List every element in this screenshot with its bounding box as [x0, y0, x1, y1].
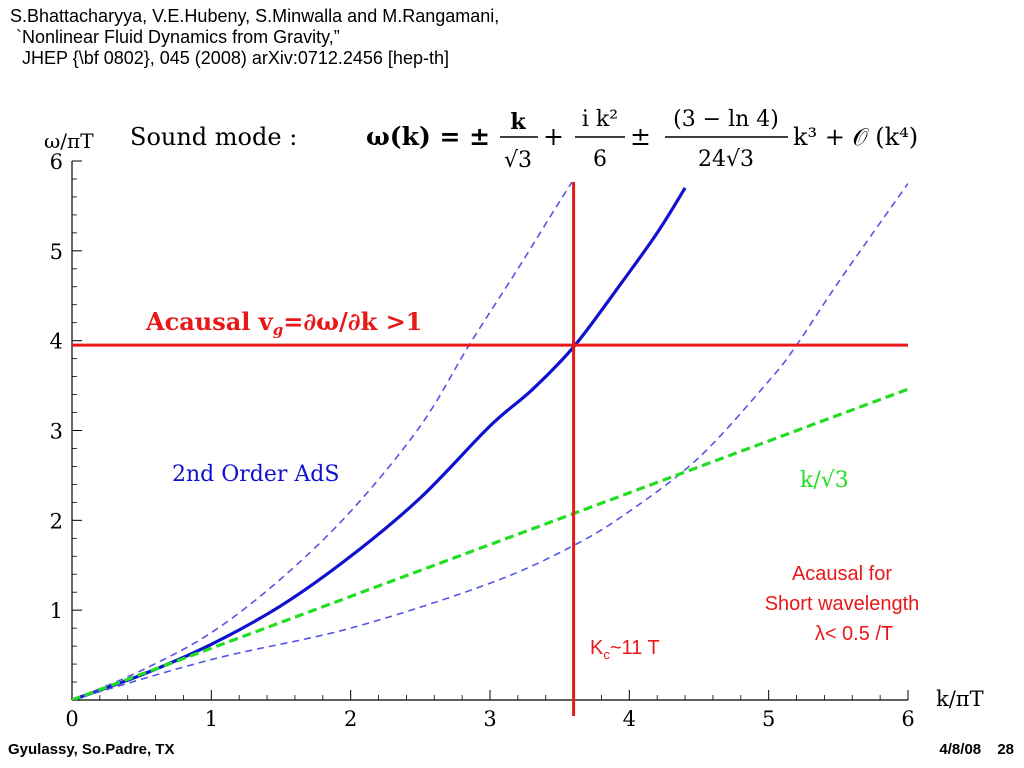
acausal-label: Acausal vg=∂ω/∂k >1 — [145, 307, 422, 339]
formula-frac1-den: √3 — [504, 148, 532, 173]
formula-lhs: ω(k) = ± — [366, 122, 490, 151]
y-tick-label: 2 — [50, 509, 63, 533]
formula-frac3-den: 24√3 — [698, 147, 754, 172]
y-tick-label: 5 — [50, 240, 63, 264]
formula-frac3-num: (3 − ln 4) — [673, 107, 779, 132]
reference-citation: S.Bhattacharyya, V.E.Hubeny, S.Minwalla … — [10, 6, 499, 69]
green-series-label: k/√3 — [800, 468, 849, 493]
y-axis-label: ω/πT — [44, 129, 94, 153]
footer-page-number: 28 — [997, 741, 1014, 758]
reference-line-1: S.Bhattacharyya, V.E.Hubeny, S.Minwalla … — [10, 6, 500, 26]
y-tick-label: 1 — [50, 599, 63, 623]
plot-area: 0 1 2 3 4 5 6 1 2 3 4 5 6 k/πT ω/πT Acausal vg=∂ω/∂k >1… — [44, 129, 984, 731]
x-tick-label: 4 — [623, 707, 636, 731]
footer-author: Gyulassy, So.Padre, TX — [8, 741, 175, 758]
formula-plus: + — [543, 122, 564, 151]
short-wavelength-line-1: Acausal for — [792, 563, 892, 585]
x-tick-label: 6 — [901, 707, 914, 731]
series-line-0 — [72, 187, 687, 700]
series-line-3 — [72, 387, 908, 700]
formula-frac2-den: 6 — [593, 147, 607, 172]
kc-label: Kc~11 T — [590, 637, 660, 662]
series-line-2 — [72, 182, 908, 700]
x-tick-label: 3 — [483, 707, 496, 731]
y-tick-label: 6 — [50, 150, 63, 174]
formula-frac1-num: k — [510, 109, 526, 135]
reference-line-3: JHEP {\bf 0802}, 045 (2008) arXiv:0712.2… — [22, 48, 449, 68]
formula-tail: k³ + 𝒪 (k⁴) — [793, 123, 918, 151]
footer-date: 4/8/08 — [939, 741, 982, 758]
short-wavelength-line-2: Short wavelength — [765, 593, 920, 615]
footer-info: 4/8/08 28 — [927, 741, 1014, 758]
formula-frac2-num: i k² — [582, 107, 618, 132]
sound-mode-formula: Sound mode : ω(k) = ± k √3 + i k² 6 ± (3… — [130, 107, 918, 173]
formula-pm: ± — [630, 122, 651, 151]
x-tick-label: 1 — [205, 707, 218, 731]
formula-label: Sound mode : — [130, 123, 297, 151]
y-tick-label: 4 — [50, 330, 63, 354]
ads-series-label: 2nd Order AdS — [172, 462, 339, 487]
x-tick-label: 2 — [344, 707, 357, 731]
series-line-1 — [72, 182, 574, 700]
x-tick-label: 0 — [65, 707, 78, 731]
reference-line-2: `Nonlinear Fluid Dynamics from Gravity,” — [16, 27, 340, 47]
x-axis-label: k/πT — [936, 687, 984, 711]
short-wavelength-line-3: λ< 0.5 /T — [815, 623, 893, 645]
y-tick-label: 3 — [50, 420, 63, 444]
x-tick-label: 5 — [762, 707, 775, 731]
